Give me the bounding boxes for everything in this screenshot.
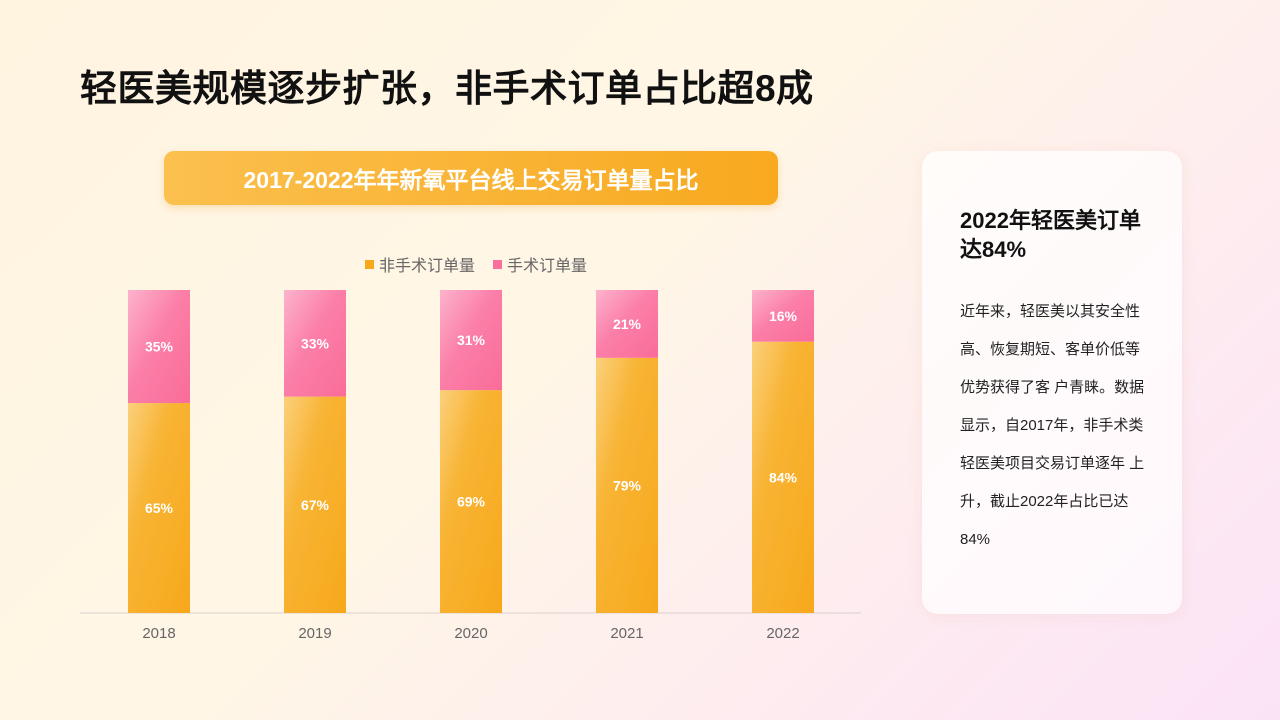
bar-non-surgical-2022[interactable] xyxy=(752,341,814,613)
data-label-non-surgical-2022: 84% xyxy=(769,469,798,485)
bar-non-surgical-2019[interactable] xyxy=(284,396,346,613)
x-tick-label-2022: 2022 xyxy=(766,625,799,642)
legend-label-non-surgical: 非手术订单量 xyxy=(379,258,476,275)
legend-item-non-surgical[interactable]: 非手术订单量 xyxy=(365,252,475,276)
legend-item-surgical[interactable]: 手术订单量 xyxy=(493,252,587,276)
data-label-surgical-2020: 31% xyxy=(457,332,486,348)
bar-surgical-2021[interactable] xyxy=(596,290,658,358)
chart-title-banner: 2017-2022年年新氧平台线上交易订单量占比 xyxy=(164,151,778,205)
data-label-surgical-2021: 21% xyxy=(613,316,642,332)
bar-surgical-2020[interactable] xyxy=(440,290,502,391)
data-label-surgical-2018: 35% xyxy=(145,339,174,355)
bar-non-surgical-2018[interactable] xyxy=(128,403,190,613)
legend-swatch-non-surgical xyxy=(365,259,374,269)
insight-card: 2022年轻医美订单达84% 近年来，轻医美以其安全性高、恢复期短、客单价低等优… xyxy=(922,151,1182,614)
chart-legend: 非手术订单量 手术订单量 xyxy=(365,252,587,276)
bar-non-surgical-2021[interactable] xyxy=(596,357,658,613)
bar-surgical-2022[interactable] xyxy=(752,290,814,342)
x-tick-label-2020: 2020 xyxy=(454,625,487,642)
page-title: 轻医美规模逐步扩张，非手术订单占比超8成 xyxy=(80,68,814,109)
data-label-non-surgical-2019: 67% xyxy=(301,497,330,513)
card-body: 近年来，轻医美以其安全性高、恢复期短、客单价低等优势获得了客 户青睐。数据显示，… xyxy=(960,303,1145,548)
data-label-surgical-2019: 33% xyxy=(301,335,330,351)
data-label-surgical-2022: 16% xyxy=(769,308,798,324)
data-label-non-surgical-2018: 65% xyxy=(145,500,174,516)
bar-surgical-2019[interactable] xyxy=(284,290,346,397)
legend-label-surgical: 手术订单量 xyxy=(507,258,588,275)
data-label-non-surgical-2020: 69% xyxy=(457,494,486,510)
x-tick-label-2018: 2018 xyxy=(142,625,175,642)
bar-non-surgical-2020[interactable] xyxy=(440,390,502,613)
x-tick-label-2019: 2019 xyxy=(298,625,331,642)
bar-surgical-2018[interactable] xyxy=(128,290,190,404)
data-label-non-surgical-2021: 79% xyxy=(613,477,642,493)
card-heading: 2022年轻医美订单达84% xyxy=(960,208,1141,262)
x-tick-label-2021: 2021 xyxy=(610,625,643,642)
legend-swatch-surgical xyxy=(493,259,503,269)
